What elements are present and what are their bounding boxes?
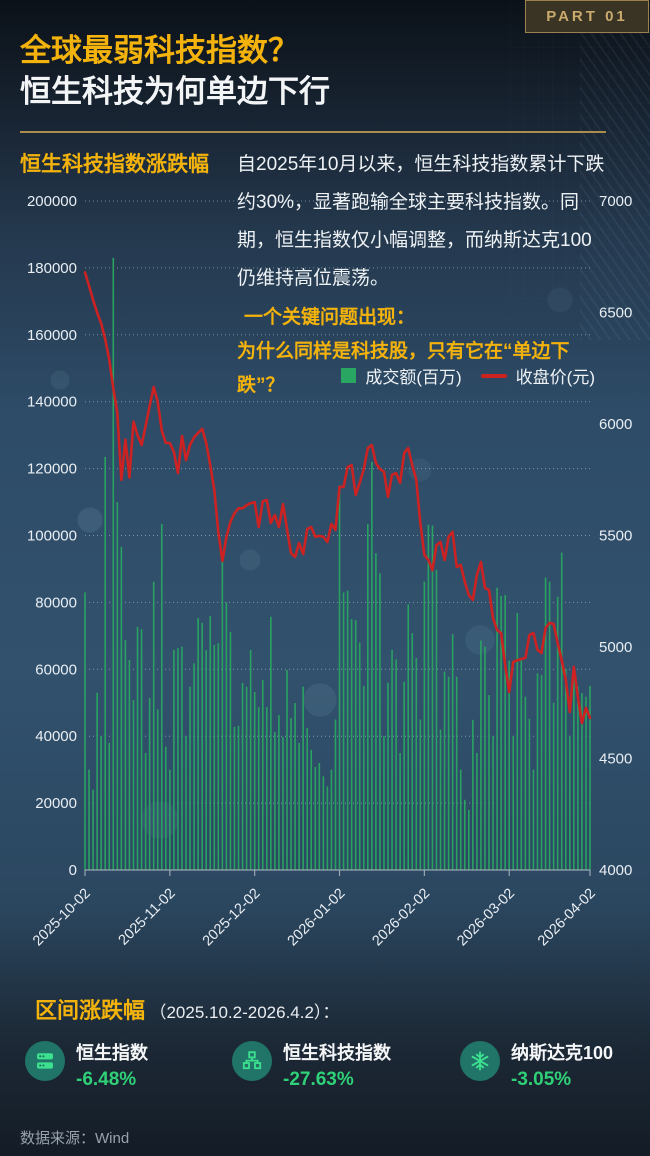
legend-volume-swatch <box>341 368 357 383</box>
svg-text:120000: 120000 <box>27 461 77 478</box>
svg-text:6000: 6000 <box>599 416 632 433</box>
svg-text:4500: 4500 <box>599 751 632 768</box>
svg-text:5500: 5500 <box>599 528 632 545</box>
svg-text:20000: 20000 <box>35 795 77 812</box>
svg-text:2025-11-02: 2025-11-02 <box>116 886 179 949</box>
commentary-paragraph: 自2025年10月以来，恒生科技指数累计下跌约30%，显著跑输全球主要科技指数。… <box>237 154 605 289</box>
range-change-heading: 区间涨跌幅 （2025.10.2-2026.4.2）： <box>35 993 339 1025</box>
svg-text:80000: 80000 <box>35 594 77 611</box>
svg-text:40000: 40000 <box>35 728 77 745</box>
page-title-line2: 恒生科技为何单边下行 <box>20 74 330 109</box>
svg-text:7000: 7000 <box>599 193 632 210</box>
stat-value: -27.63% <box>283 1069 354 1090</box>
svg-text:2026-01-02: 2026-01-02 <box>285 886 349 950</box>
range-change-dates: （2025.10.2-2026.4.2）： <box>149 1003 340 1022</box>
part-badge: PART 01 <box>525 0 649 33</box>
legend-close-swatch <box>480 373 507 378</box>
svg-text:160000: 160000 <box>27 327 77 344</box>
server-icon <box>25 1041 65 1081</box>
svg-text:0: 0 <box>69 862 77 879</box>
key-question-intro: 一个关键问题出现： <box>244 307 416 328</box>
svg-text:180000: 180000 <box>27 260 77 277</box>
svg-text:200000: 200000 <box>27 193 77 210</box>
commentary-block: 自2025年10月以来，恒生科技指数累计下跌约30%，显著跑输全球主要科技指数。… <box>237 146 607 403</box>
stat-label: 恒生科技指数 <box>283 1043 391 1063</box>
svg-text:5000: 5000 <box>599 639 632 656</box>
snowflake-icon <box>460 1041 500 1081</box>
svg-text:100000: 100000 <box>27 528 77 545</box>
chart-section-label: 恒生科技指数涨跌幅 <box>20 153 209 176</box>
svg-text:6500: 6500 <box>599 305 632 322</box>
svg-text:2026-04-02: 2026-04-02 <box>535 886 599 950</box>
data-source: 数据来源：Wind <box>20 1130 130 1147</box>
svg-text:2026-03-02: 2026-03-02 <box>454 886 518 950</box>
svg-text:140000: 140000 <box>27 394 77 411</box>
svg-text:2025-12-02: 2025-12-02 <box>200 886 264 950</box>
gold-divider <box>20 131 606 133</box>
page-title: 全球最弱科技指数？ 恒生科技为何单边下行 <box>20 30 330 112</box>
stat-label: 纳斯达克100 <box>511 1043 614 1063</box>
svg-text:2026-02-02: 2026-02-02 <box>369 886 433 950</box>
legend-close-label: 收盘价(元) <box>515 368 595 387</box>
stat-hang-seng-tech-index: 恒生科技指数 -27.63% <box>232 1041 391 1091</box>
svg-text:2025-10-02: 2025-10-02 <box>30 886 94 950</box>
page-title-line1: 全球最弱科技指数？ <box>20 33 299 68</box>
legend-volume-label: 成交额(百万) <box>365 368 462 387</box>
sitemap-icon <box>232 1041 272 1081</box>
chart-legend: 成交额(百万) 收盘价(元) <box>0 363 595 388</box>
key-question-text: 为什么同样是科技股，只有它在“单边下跌”？ <box>237 341 570 396</box>
stat-label: 恒生指数 <box>76 1043 148 1063</box>
stat-nasdaq-100: 纳斯达克100 -3.05% <box>460 1041 613 1091</box>
stat-hang-seng-index: 恒生指数 -6.48% <box>25 1041 148 1091</box>
stat-value: -3.05% <box>511 1069 572 1090</box>
svg-text:60000: 60000 <box>35 661 77 678</box>
svg-text:4000: 4000 <box>599 862 632 879</box>
range-change-title: 区间涨跌幅 <box>35 998 146 1023</box>
stat-value: -6.48% <box>76 1069 137 1090</box>
